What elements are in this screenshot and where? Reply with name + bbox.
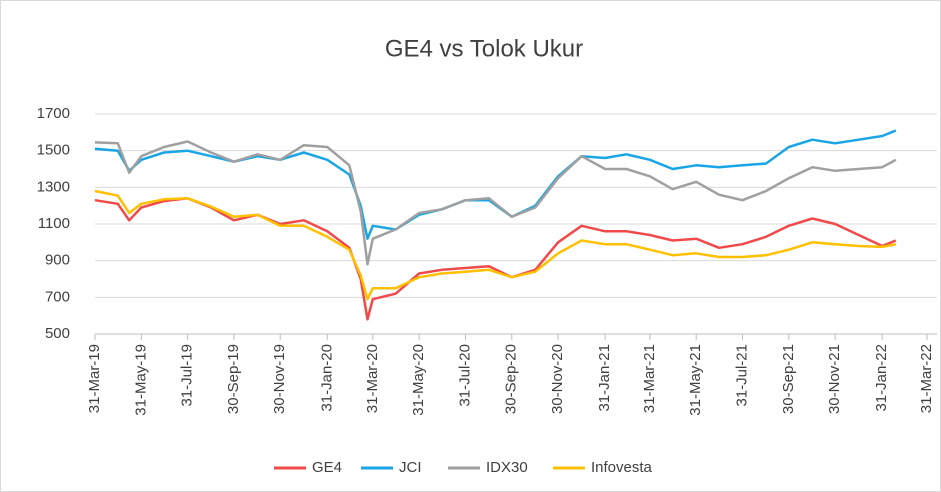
y-tick-label: 1700 [37, 105, 70, 122]
chart-title: GE4 vs Tolok Ukur [385, 35, 583, 62]
x-tick-label: 31-May-20 [410, 344, 427, 416]
y-tick-label: 1100 [38, 215, 70, 232]
x-tick-label: 31-May-21 [687, 344, 704, 416]
legend-label: GE4 [312, 459, 342, 476]
x-tick-label: 31-Mar-20 [364, 344, 381, 413]
x-tick-label: 31-Jan-21 [596, 344, 613, 412]
x-tick-label: 30-Nov-19 [271, 344, 288, 414]
x-tick-label: 30-Sep-19 [225, 344, 242, 414]
x-tick-label: 31-Jan-20 [318, 344, 335, 412]
x-tick-label: 30-Sep-20 [503, 344, 520, 414]
y-tick-label: 1500 [37, 142, 70, 159]
x-tick-label: 30-Sep-21 [780, 344, 797, 414]
x-tick-label: 31-Jul-20 [456, 344, 473, 407]
legend-label: JCI [399, 459, 422, 476]
x-tick-label: 31-Mar-21 [641, 344, 658, 413]
legend-label: Infovesta [591, 459, 653, 476]
series-line [94, 189, 897, 301]
x-tick-label: 31-May-19 [132, 344, 149, 416]
y-tick-label: 700 [45, 288, 70, 305]
series-line [94, 197, 897, 321]
x-tick-label: 30-Nov-21 [826, 344, 843, 414]
x-tick-label: 31-Jul-21 [734, 344, 751, 407]
x-tick-label: 31-Mar-22 [918, 344, 935, 413]
x-tick-label: 31-Jan-22 [873, 344, 890, 412]
x-tick-label: 31-Jul-19 [179, 344, 196, 407]
legend-label: IDX30 [486, 459, 528, 476]
x-tick-label: 31-Mar-19 [86, 344, 103, 413]
y-tick-label: 900 [45, 252, 70, 269]
y-tick-label: 1300 [37, 178, 70, 195]
series-line [94, 140, 897, 266]
y-tick-label: 500 [45, 325, 70, 342]
x-tick-label: 30-Nov-20 [549, 344, 566, 414]
